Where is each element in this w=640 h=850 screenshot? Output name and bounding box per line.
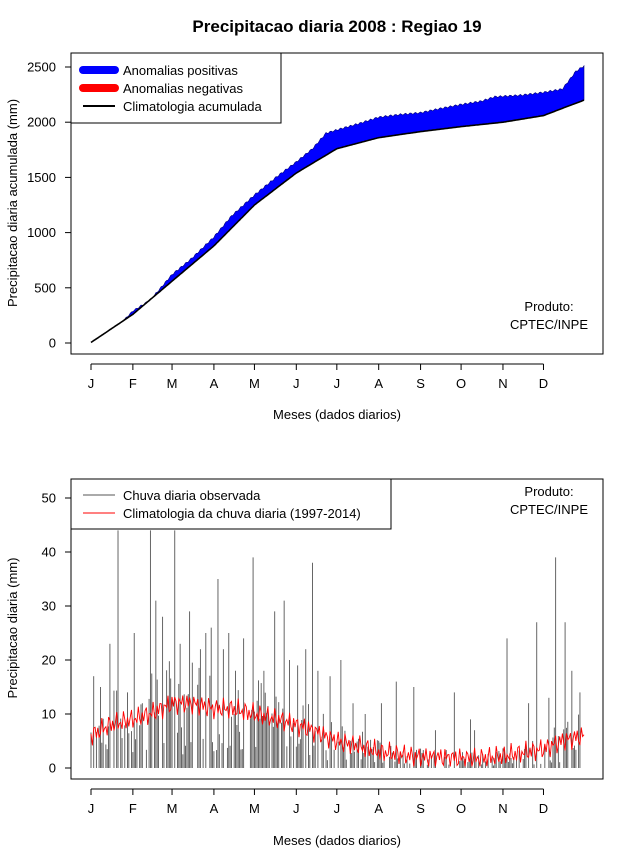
cumulative-plot-frame xyxy=(70,52,604,355)
observed-daily-bars xyxy=(90,530,581,768)
daily-y-tick-label: 10 xyxy=(42,707,56,722)
cumulative-y-tick-label: 2500 xyxy=(27,60,56,75)
legend-entry-daily-climatology: Climatologia da chuva diaria (1997-2014) xyxy=(123,506,361,521)
cumulative-x-tick-label: D xyxy=(539,376,548,391)
cumulative-x-tick-label: O xyxy=(456,376,466,391)
daily-x-tick-label: N xyxy=(498,801,507,816)
cumulative-y-tick-label: 500 xyxy=(34,280,56,295)
legend-entry-observed: Chuva diaria observada xyxy=(123,488,261,503)
daily-panel: 0 10 20 30 40 50 J F M A M J J A S O N D Meses (dados di… xyxy=(5,478,604,848)
daily-x-tick-label: M xyxy=(167,801,178,816)
daily-y-axis: 0 10 20 30 40 50 xyxy=(42,491,71,776)
cumulative-y-tick-label: 1500 xyxy=(27,170,56,185)
legend-entry-climatology: Climatologia acumulada xyxy=(123,99,263,114)
daily-x-tick-label: O xyxy=(456,801,466,816)
climatology-cumulative-line xyxy=(90,99,585,344)
daily-x-label: Meses (dados diarios) xyxy=(273,833,401,848)
cumulative-x-tick-label: J xyxy=(293,376,300,391)
daily-x-tick-label: J xyxy=(293,801,300,816)
cumulative-x-tick-label: M xyxy=(249,376,260,391)
legend-entry-positive: Anomalias positivas xyxy=(123,63,238,78)
cumulative-y-label: Precipitacao diaria acumulada (mm) xyxy=(5,99,20,307)
cumulative-x-tick-label: J xyxy=(88,376,95,391)
cumulative-x-tick-label: M xyxy=(167,376,178,391)
daily-x-tick-label: S xyxy=(416,801,425,816)
cumulative-annotation-line2: CPTEC/INPE xyxy=(510,317,588,332)
cumulative-y-axis: 0 500 1000 1500 2000 2500 xyxy=(27,60,71,351)
daily-y-tick-label: 50 xyxy=(42,491,56,506)
legend-entry-negative: Anomalias negativas xyxy=(123,81,243,96)
cumulative-x-tick-label: A xyxy=(374,376,383,391)
cumulative-x-tick-label: F xyxy=(129,376,137,391)
cumulative-panel: 0 500 1000 1500 2000 2500 J F M A M J J A S O N D Meses … xyxy=(5,52,604,422)
daily-y-tick-label: 30 xyxy=(42,599,56,614)
daily-climatology-line xyxy=(90,695,585,767)
daily-x-tick-label: J xyxy=(88,801,95,816)
daily-annotation-line1: Produto: xyxy=(524,484,573,499)
daily-y-tick-label: 0 xyxy=(49,761,56,776)
daily-y-tick-label: 20 xyxy=(42,653,56,668)
daily-y-label: Precipitacao diaria (mm) xyxy=(5,558,20,699)
daily-x-tick-label: J xyxy=(334,801,341,816)
daily-x-tick-label: M xyxy=(249,801,260,816)
cumulative-annotation-line1: Produto: xyxy=(524,299,573,314)
cumulative-y-tick-label: 1000 xyxy=(27,225,56,240)
cumulative-x-label: Meses (dados diarios) xyxy=(273,407,401,422)
daily-x-tick-label: A xyxy=(374,801,383,816)
cumulative-legend: Anomalias positivas Anomalias negativas … xyxy=(70,52,282,124)
cumulative-y-tick-label: 2000 xyxy=(27,115,56,130)
daily-annotation-line2: CPTEC/INPE xyxy=(510,502,588,517)
daily-y-tick-label: 40 xyxy=(42,545,56,560)
cumulative-x-tick-label: N xyxy=(498,376,507,391)
daily-legend: Chuva diaria observada Climatologia da c… xyxy=(70,478,392,530)
cumulative-x-tick-label: A xyxy=(210,376,219,391)
daily-legend-box xyxy=(70,478,392,530)
cumulative-x-tick-label: S xyxy=(416,376,425,391)
daily-x-tick-label: A xyxy=(210,801,219,816)
cumulative-x-tick-label: J xyxy=(334,376,341,391)
cumulative-y-tick-label: 0 xyxy=(49,336,56,351)
daily-x-tick-label: F xyxy=(129,801,137,816)
daily-x-tick-label: D xyxy=(539,801,548,816)
chart-title: Precipitacao diaria 2008 : Regiao 19 xyxy=(192,17,481,36)
